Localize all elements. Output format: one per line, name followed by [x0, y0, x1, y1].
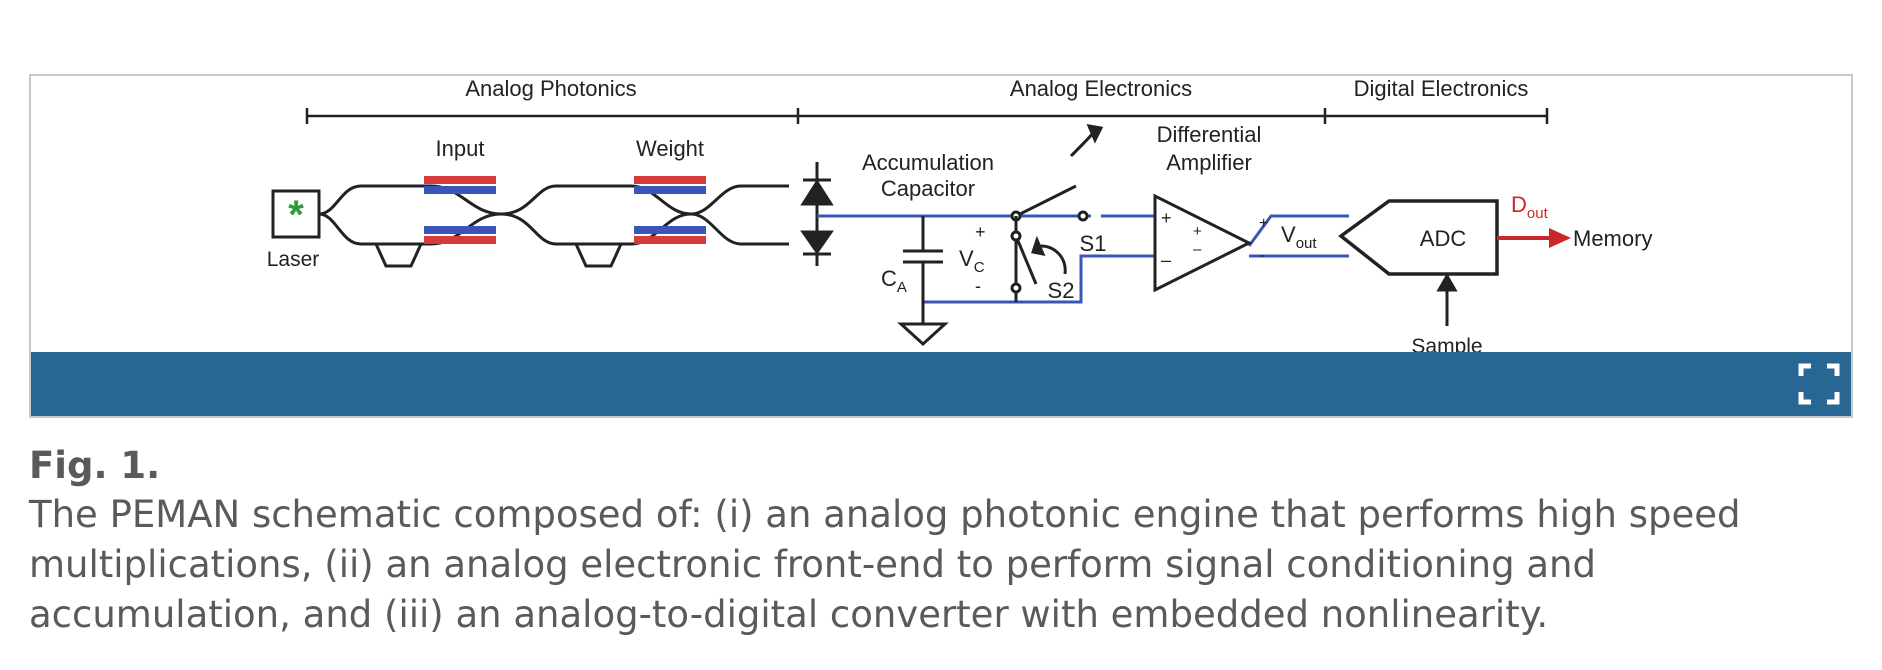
- input-modulator: [424, 176, 496, 244]
- dout-label: Dout: [1511, 192, 1549, 222]
- vc-label: VC: [959, 246, 985, 276]
- vout-plus: +: [1259, 215, 1268, 232]
- sample-label: Sample: [1411, 335, 1482, 356]
- expand-icon[interactable]: [1797, 362, 1841, 406]
- figure-caption-label: Fig. 1.: [29, 444, 161, 487]
- figure-panel: Analog Photonics Analog Electronics Digi…: [29, 74, 1853, 418]
- memory-label: Memory: [1573, 226, 1652, 251]
- photodiodes: [800, 162, 834, 266]
- section-analog-electronics: Analog Electronics: [1010, 76, 1192, 101]
- sample-arrow: [1436, 272, 1458, 326]
- waveguides: [318, 184, 789, 268]
- switches: [1010, 124, 1104, 302]
- input-label: Input: [436, 136, 485, 161]
- peman-schematic: Analog Photonics Analog Electronics Digi…: [267, 76, 1653, 356]
- cap-label: CA: [881, 266, 907, 296]
- switch-s2-label: S2: [1048, 278, 1075, 303]
- vc-plus: +: [975, 222, 986, 242]
- diff-amp-label-1: Differential: [1157, 122, 1262, 147]
- figure-caption-text: The PEMAN schematic composed of: (i) an …: [29, 493, 1741, 636]
- vc-minus: -: [975, 276, 981, 296]
- dout-arrow: [1497, 228, 1571, 248]
- amp-plus-out: +: [1193, 223, 1202, 240]
- section-dimension-line: [305, 108, 1549, 124]
- weight-label: Weight: [636, 136, 704, 161]
- section-digital-electronics: Digital Electronics: [1354, 76, 1529, 101]
- diff-amp-label-2: Amplifier: [1166, 150, 1252, 175]
- accumulation-label-1: Accumulation: [862, 150, 994, 175]
- accumulation-label-2: Capacitor: [881, 176, 975, 201]
- weight-modulator: [634, 176, 706, 244]
- laser-label: Laser: [267, 248, 320, 271]
- differential-amplifier: [1153, 193, 1253, 293]
- vout-minus: -: [1259, 247, 1264, 264]
- section-analog-photonics: Analog Photonics: [465, 76, 636, 101]
- amp-plus-in: +: [1161, 208, 1172, 228]
- signal-wires: [817, 214, 1349, 304]
- figure-toolbar: [31, 352, 1851, 416]
- vout-label: Vout: [1281, 222, 1317, 252]
- amp-minus-in: –: [1161, 250, 1171, 270]
- laser-star-icon: *: [288, 193, 304, 237]
- adc-label: ADC: [1420, 226, 1467, 251]
- accumulation-capacitor: [897, 216, 949, 347]
- amp-minus-out: –: [1193, 241, 1202, 258]
- switch-s1-label: S1: [1080, 231, 1107, 256]
